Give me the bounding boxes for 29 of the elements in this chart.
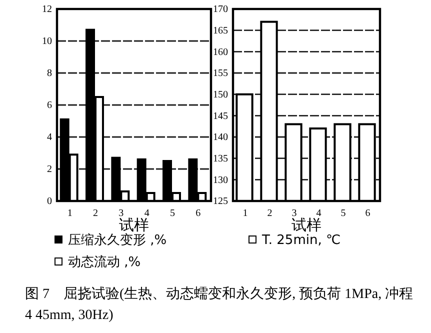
y-tick-label: 140 (213, 132, 228, 144)
caption: 图 7 屈挠试验(生热、动态蠕变和永久变形, 预负荷 1MPa, 冲程 4 45mm, 30Hz) (25, 285, 414, 325)
legend-label: T. 25min, ℃ (261, 233, 341, 248)
y-tick-label: 165 (213, 26, 228, 37)
y-tick-label: 4 (47, 132, 52, 144)
x-tick-label: 6 (365, 208, 370, 220)
x-tick-label: 1 (242, 208, 248, 220)
y-tick-label: 150 (213, 90, 228, 101)
y-tick-label: 125 (213, 196, 228, 208)
y-tick-label: 2 (47, 164, 52, 176)
y-tick-label: 10 (42, 36, 52, 48)
y-tick-label: 0 (47, 196, 52, 208)
y-tick-label: 6 (47, 100, 52, 112)
y-tick-label: 170 (213, 4, 228, 16)
x-tick-label: 5 (170, 208, 175, 220)
x-tick-label: 6 (196, 208, 201, 220)
x-tick-label: 2 (267, 208, 272, 220)
x-tick-label: 1 (67, 208, 72, 220)
legend-label: 压缩永久变形 ,% (68, 232, 167, 248)
y-tick-label: 8 (47, 68, 52, 80)
y-tick-label: 160 (213, 46, 228, 58)
y-tick-label: 155 (213, 68, 228, 80)
y-tick-label: 130 (213, 174, 228, 186)
x-tick-label: 2 (93, 208, 98, 220)
y-tick-label: 145 (213, 110, 228, 122)
legend-label: 动态流动 ,% (68, 254, 141, 270)
x-tick-label: 5 (340, 208, 346, 220)
y-tick-label: 12 (42, 4, 52, 16)
y-tick-label: 135 (213, 154, 228, 165)
